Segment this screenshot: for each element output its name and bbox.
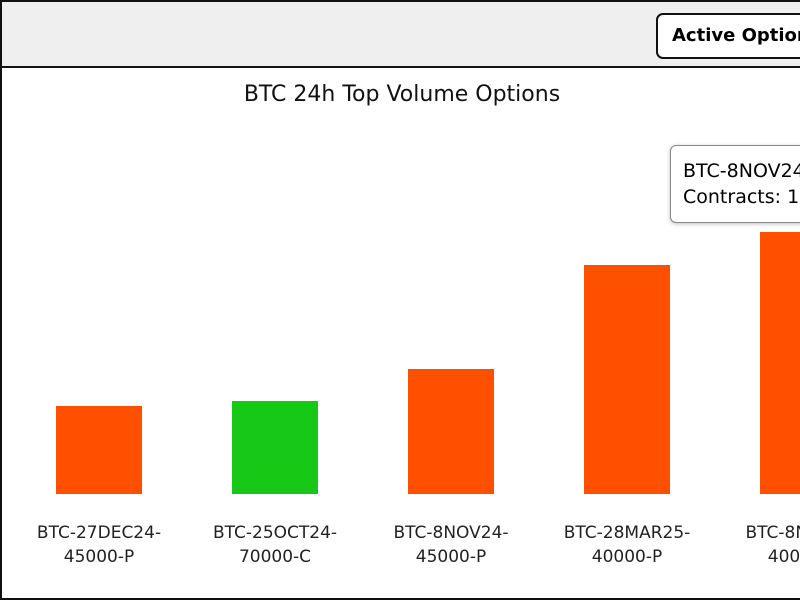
x-tick-label: BTC-25OCT24-70000-C (212, 523, 338, 567)
bar (232, 400, 318, 494)
x-tick-label: BTC-8NOV24-40000-P (745, 523, 800, 567)
bar (584, 265, 670, 494)
x-tick-label: BTC-27DEC24-45000-P (36, 523, 162, 567)
x-tick-label: BTC-28MAR25-40000-P (563, 523, 691, 567)
top-bar: Active Options (2, 2, 800, 68)
active-options-button[interactable]: Active Options (656, 13, 800, 59)
tooltip-text: Contracts: 1450 (683, 186, 800, 208)
bar (56, 406, 142, 494)
bar (408, 368, 494, 494)
x-tick-label: BTC-8NOV24-45000-P (393, 523, 509, 567)
tooltip: BTC-8NOV24-40000-P Contracts: 1450 (670, 145, 800, 223)
bar (760, 232, 800, 494)
tooltip-title: BTC-8NOV24-40000-P (683, 160, 800, 182)
chart-title: BTC 24h Top Volume Options (243, 82, 561, 107)
